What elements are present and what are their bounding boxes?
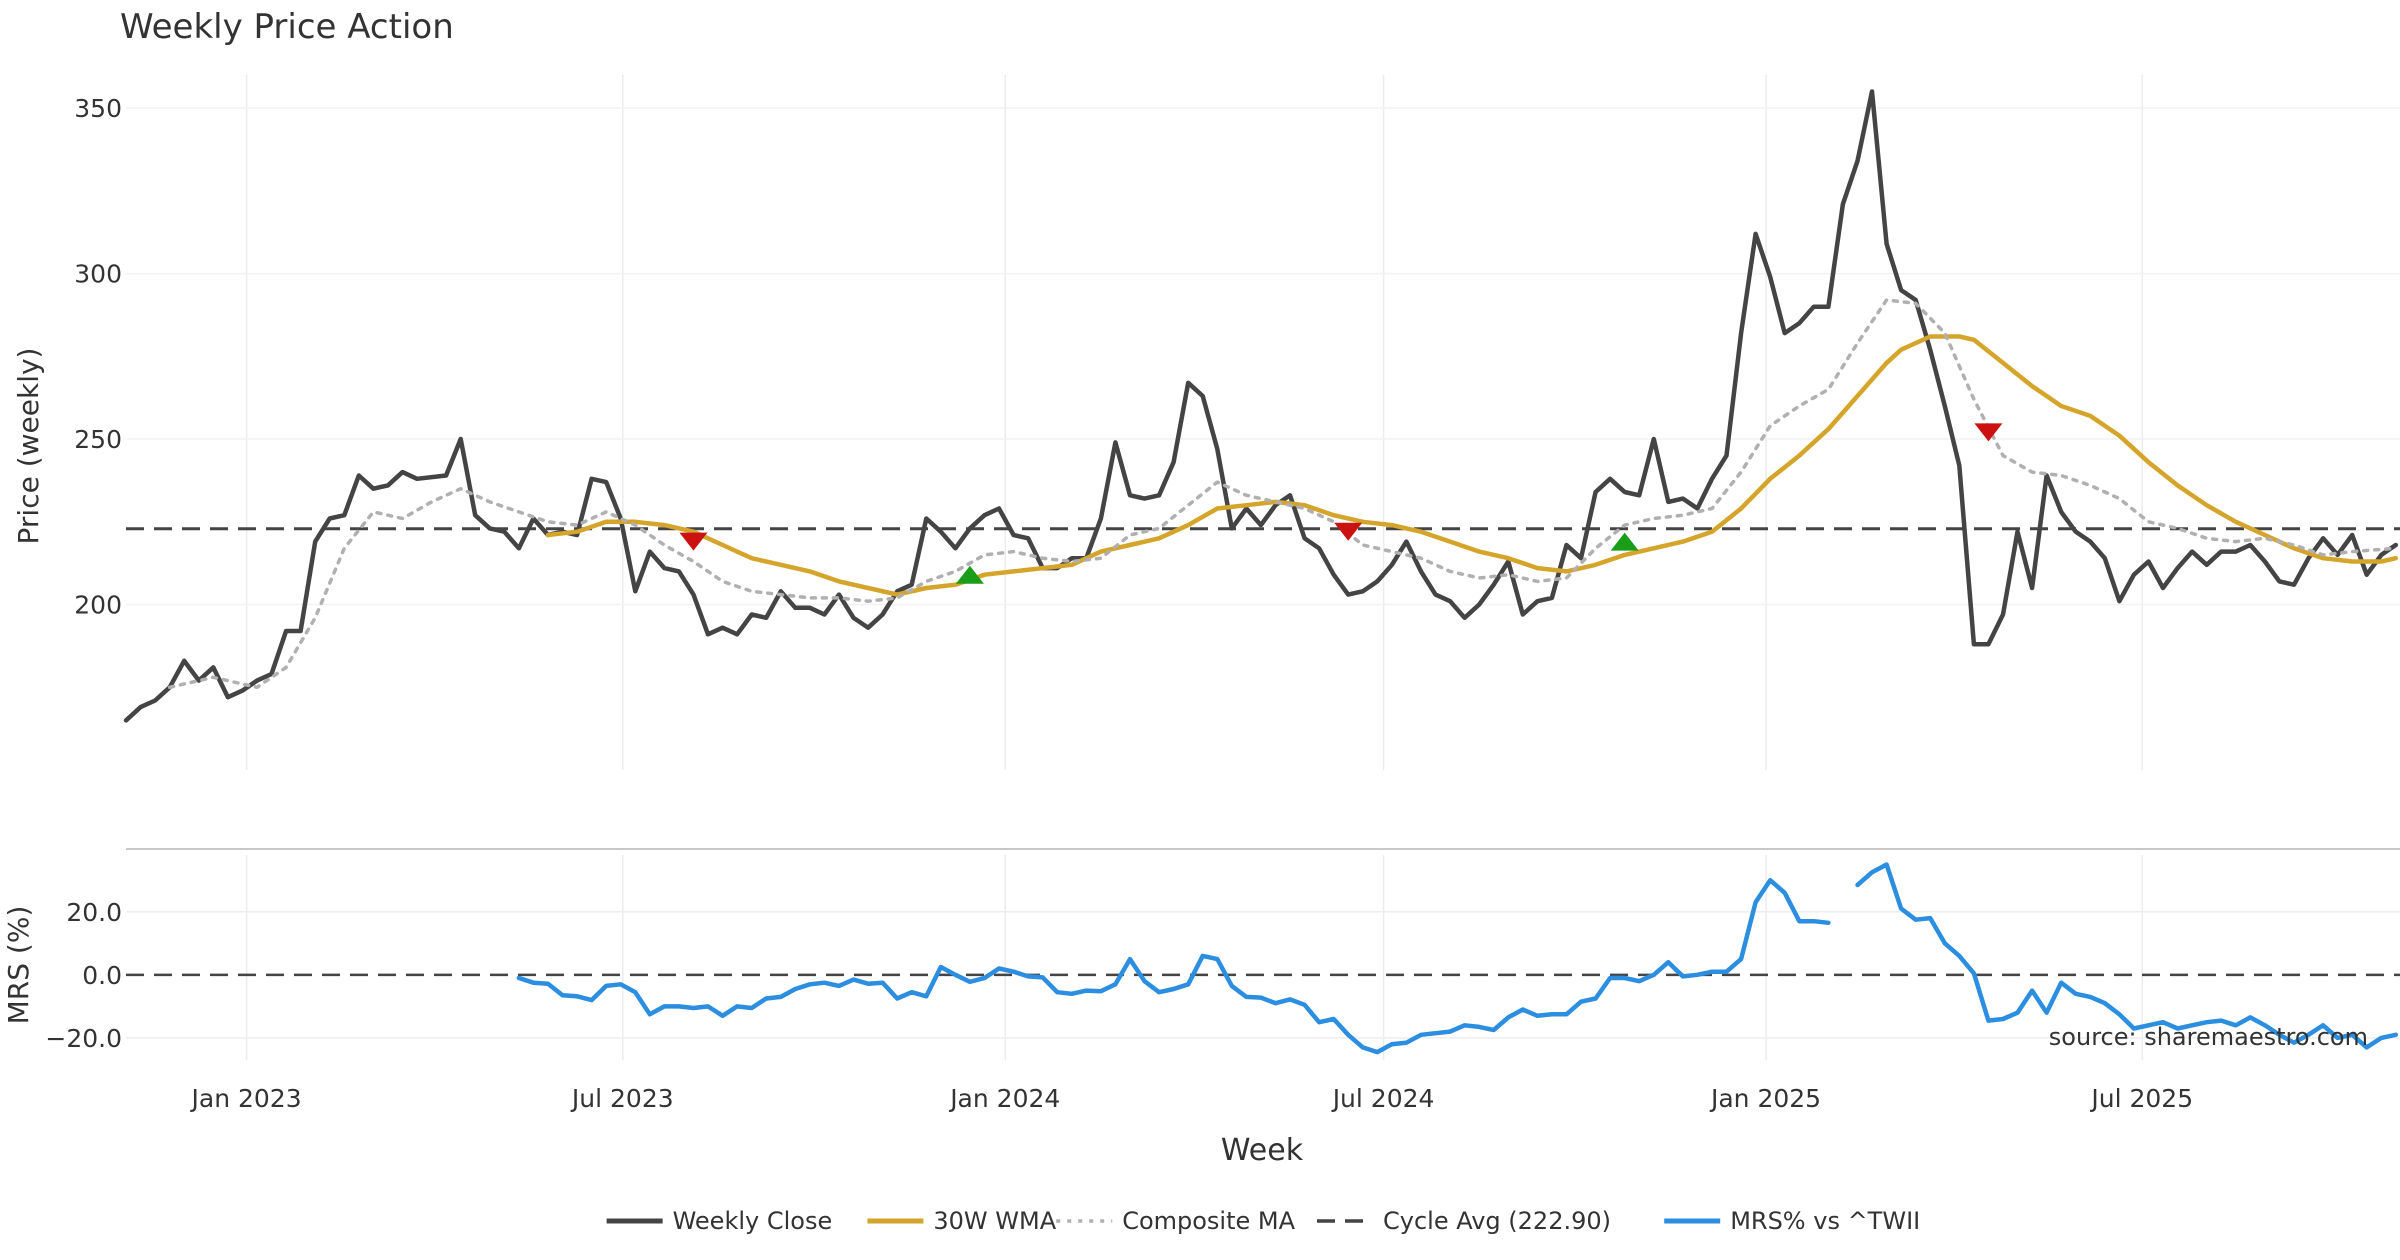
x-tick-label: Jan 2023	[190, 1084, 302, 1113]
mrs-y-axis-label: MRS (%)	[2, 906, 35, 1025]
series-mrs-segment-1	[1855, 862, 2399, 1050]
series-mrs-segment-0	[516, 877, 1831, 1055]
x-tick-label: Jul 2024	[1331, 1084, 1435, 1113]
price-y-ticks: 200 250 300 350	[74, 94, 122, 619]
x-tick-label: Jul 2023	[570, 1084, 674, 1113]
source-watermark: source: sharemaestro.com	[2049, 1023, 2368, 1051]
price-gridlines	[126, 75, 2400, 770]
series-weekly-close	[123, 89, 2399, 723]
sell-signal-marker	[1974, 423, 2003, 442]
legend: Weekly Close 30W WMA Composite MA Cycle Avg…	[606, 1207, 1920, 1235]
series-composite-ma	[167, 298, 2398, 690]
mrs-series-group	[516, 862, 2399, 1055]
mrs-y-tick-label: 20.0	[66, 898, 122, 927]
price-y-tick-label: 200	[74, 591, 122, 620]
x-axis-ticks: Jan 2023 Jul 2023 Jan 2024 Jul 2024 Jan 2025…	[190, 1084, 2194, 1113]
mrs-y-ticks: −20.0 0.0 20.0	[45, 898, 122, 1053]
legend-label: MRS% vs ^TWII	[1730, 1207, 1920, 1235]
chart-title: Weekly Price Action	[120, 7, 454, 47]
price-y-tick-label: 250	[74, 425, 122, 454]
legend-label: Weekly Close	[673, 1207, 833, 1235]
price-y-tick-label: 350	[74, 94, 122, 123]
buy-signal-marker	[955, 565, 984, 584]
legend-label: Composite MA	[1122, 1207, 1295, 1235]
mrs-gridlines	[126, 855, 2400, 1060]
sell-signal-marker	[1334, 522, 1363, 541]
signal-markers	[679, 423, 2003, 584]
sell-signal-marker	[679, 532, 708, 551]
price-y-axis-label: Price (weekly)	[12, 348, 45, 545]
x-tick-label: Jan 2024	[948, 1084, 1060, 1113]
x-tick-label: Jan 2025	[1709, 1084, 1821, 1113]
price-y-tick-label: 300	[74, 260, 122, 289]
legend-label: 30W WMA	[933, 1207, 1056, 1235]
legend-label: Cycle Avg (222.90)	[1383, 1207, 1611, 1235]
x-axis-label: Week	[1221, 1133, 1304, 1168]
series-30w-wma	[545, 334, 2399, 597]
price-series-group	[123, 89, 2399, 723]
mrs-y-tick-label: −20.0	[45, 1024, 122, 1053]
mrs-y-tick-label: 0.0	[82, 961, 122, 990]
buy-signal-marker	[1610, 532, 1639, 551]
x-tick-label: Jul 2025	[2089, 1084, 2193, 1113]
